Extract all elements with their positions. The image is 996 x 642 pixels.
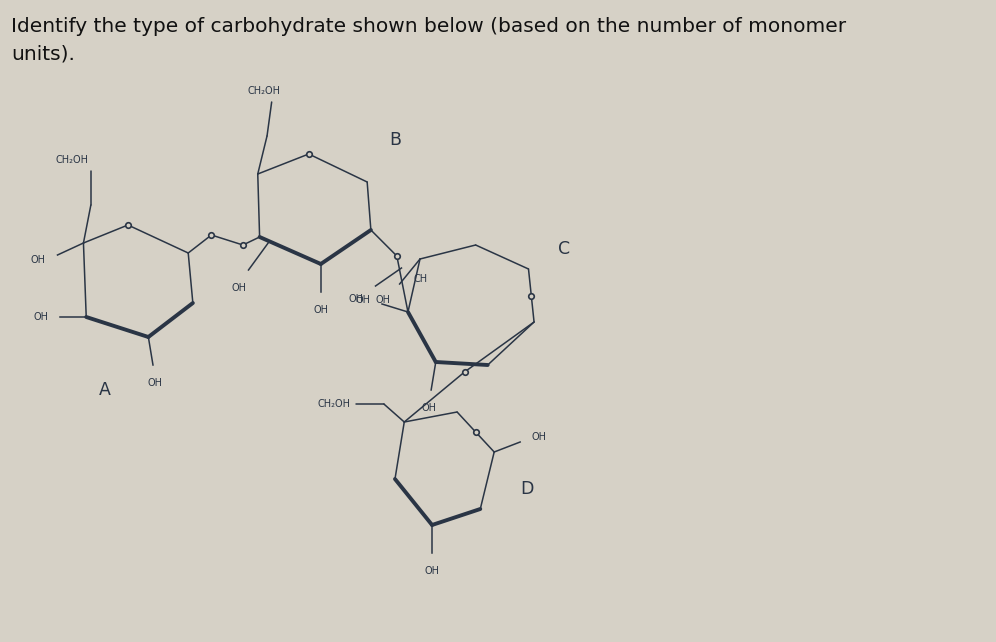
Text: OH: OH xyxy=(349,294,364,304)
Text: OH: OH xyxy=(147,377,162,388)
Text: OH: OH xyxy=(232,282,247,293)
Text: OH: OH xyxy=(424,566,439,576)
Text: A: A xyxy=(99,381,111,399)
Text: OH: OH xyxy=(314,304,329,315)
Text: B: B xyxy=(389,131,401,149)
Text: OH: OH xyxy=(375,295,390,305)
Text: Identify the type of carbohydrate shown below (based on the number of monomer: Identify the type of carbohydrate shown … xyxy=(11,17,847,36)
Text: CH₂OH: CH₂OH xyxy=(248,86,281,96)
Text: CH₂OH: CH₂OH xyxy=(56,155,89,165)
Text: D: D xyxy=(520,480,533,498)
Text: CH: CH xyxy=(413,274,427,284)
Text: OH: OH xyxy=(34,312,49,322)
Text: CH₂OH: CH₂OH xyxy=(318,399,351,409)
Text: OH: OH xyxy=(356,295,371,306)
Text: units).: units). xyxy=(11,45,75,64)
Text: OH: OH xyxy=(421,403,436,413)
Text: C: C xyxy=(558,240,570,258)
Text: OH: OH xyxy=(31,256,46,265)
Text: OH: OH xyxy=(532,433,547,442)
